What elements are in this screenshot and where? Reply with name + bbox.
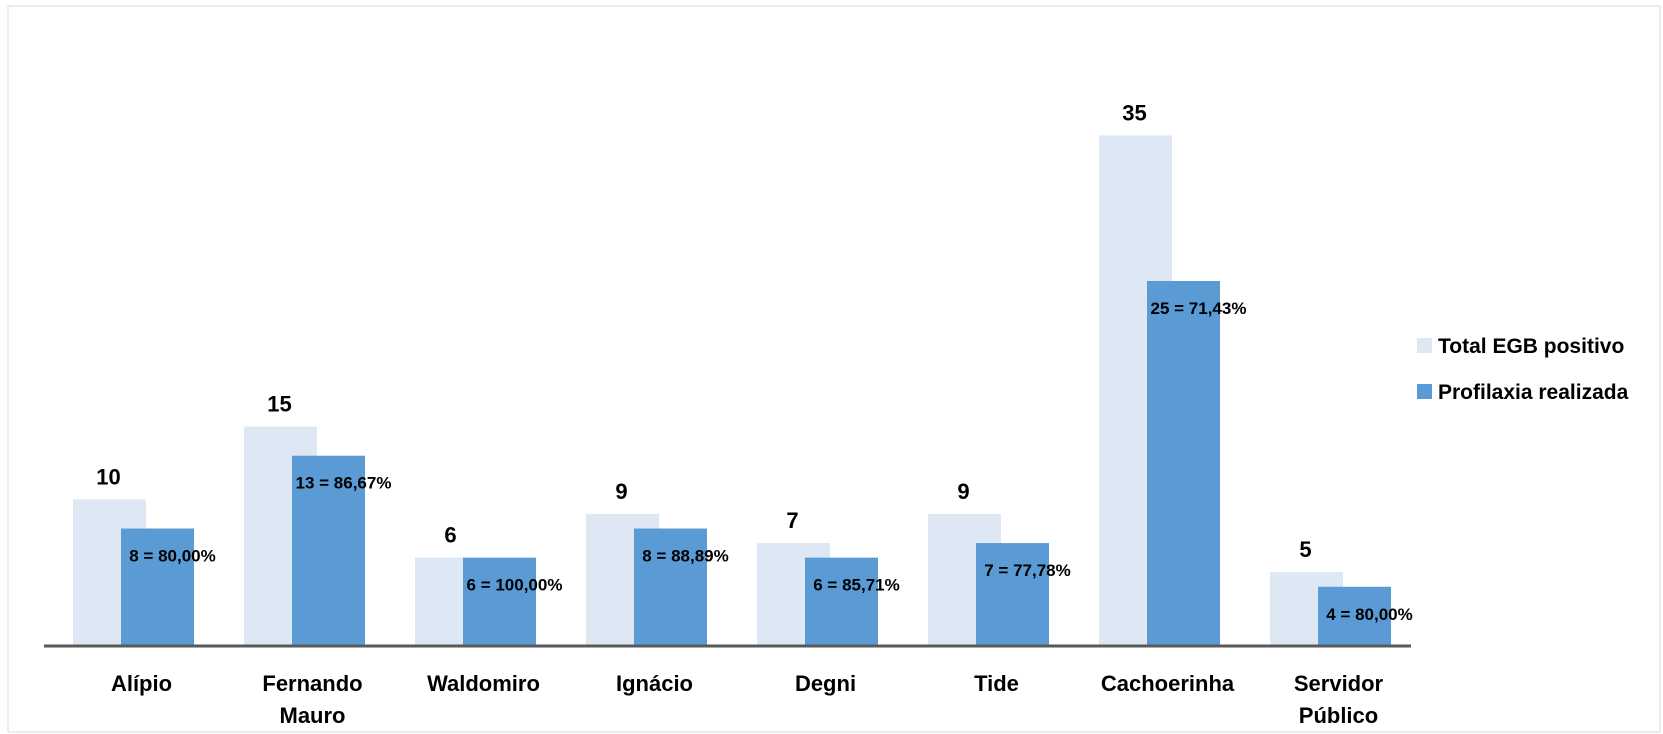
bar-profilaxia-realizada <box>976 543 1049 645</box>
legend-label: Total EGB positivo <box>1438 335 1624 358</box>
bar-profilaxia-realizada <box>805 557 878 645</box>
legend: Total EGB positivo Profilaxia realizada <box>1417 335 1629 404</box>
bar-profilaxia-realizada <box>463 557 536 645</box>
data-label-total: 6 <box>444 523 456 548</box>
x-tick-label: Fernando Mauro <box>262 671 362 728</box>
data-label-profilaxia: 25 = 71,43% <box>1151 299 1247 318</box>
data-label-total: 5 <box>1299 537 1311 562</box>
data-label-profilaxia: 8 = 88,89% <box>642 547 729 566</box>
bar-profilaxia-realizada <box>292 455 365 645</box>
x-tick-label-line: Waldomiro <box>427 671 540 696</box>
x-tick-label-line: Público <box>1299 703 1378 728</box>
x-tick-label: Cachoerinha <box>1101 671 1235 696</box>
x-tick-label-line: Ignácio <box>616 671 693 696</box>
data-label-total: 9 <box>615 479 627 504</box>
data-label-total: 10 <box>96 464 120 489</box>
x-tick-label-line: Servidor <box>1294 671 1384 696</box>
data-label-total: 35 <box>1122 100 1146 125</box>
legend-label: Profilaxia realizada <box>1438 381 1629 404</box>
bar-profilaxia-realizada <box>634 528 707 645</box>
data-label-profilaxia: 13 = 86,67% <box>296 474 392 493</box>
x-tick-label: Degni <box>795 671 856 696</box>
x-tick-label-line: Cachoerinha <box>1101 671 1235 696</box>
data-labels-group: 10 8 = 80,00% 15 13 = 86,67% 6 6 = 100,00% 9 8 … <box>96 100 1412 623</box>
x-tick-label: Ignácio <box>616 671 693 696</box>
x-tick-label-line: Degni <box>795 671 856 696</box>
bar-profilaxia-realizada <box>1147 281 1220 645</box>
data-label-total: 9 <box>957 479 969 504</box>
x-tick-label: Tide <box>974 671 1019 696</box>
data-label-total: 7 <box>786 508 798 533</box>
legend-swatch <box>1417 384 1432 399</box>
x-tick-label-line: Alípio <box>111 671 172 696</box>
x-tick-labels-group: Alípio Fernando Mauro Waldomiro Ignácio Degni… <box>111 671 1384 728</box>
x-tick-label: Waldomiro <box>427 671 540 696</box>
data-label-profilaxia: 7 = 77,78% <box>984 561 1071 580</box>
data-label-total: 15 <box>267 392 291 417</box>
x-tick-label: Servidor Público <box>1294 671 1384 728</box>
bar-profilaxia-realizada <box>121 528 194 645</box>
data-label-profilaxia: 6 = 85,71% <box>813 576 900 595</box>
legend-swatch <box>1417 338 1432 353</box>
data-label-profilaxia: 8 = 80,00% <box>129 547 216 566</box>
data-label-profilaxia: 6 = 100,00% <box>467 576 563 595</box>
x-tick-label-line: Fernando <box>262 671 362 696</box>
data-label-profilaxia: 4 = 80,00% <box>1326 605 1413 624</box>
bar-profilaxia-realizada <box>1318 586 1391 645</box>
x-tick-label-line: Tide <box>974 671 1019 696</box>
bars-group <box>73 135 1391 645</box>
x-tick-label: Alípio <box>111 671 172 696</box>
chart-border <box>7 5 1661 733</box>
x-tick-label-line: Mauro <box>280 703 346 728</box>
